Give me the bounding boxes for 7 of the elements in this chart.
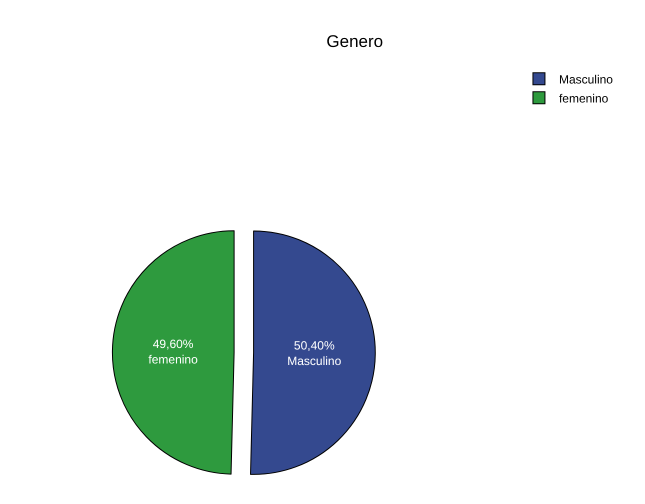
- legend-label: Masculino: [558, 72, 614, 86]
- data-label: 49,60%: [152, 336, 194, 351]
- slice-label: Masculino: [287, 354, 342, 368]
- chart-title: Genero: [326, 32, 384, 52]
- slice-label: femenino: [148, 352, 198, 366]
- data-label: 50,40%: [294, 338, 335, 353]
- legend-label: femenino: [558, 91, 609, 106]
